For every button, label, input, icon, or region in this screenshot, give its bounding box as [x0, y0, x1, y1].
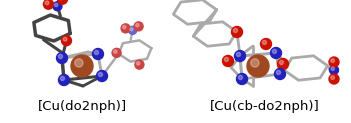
Circle shape	[122, 25, 126, 29]
Circle shape	[121, 24, 130, 33]
Circle shape	[57, 53, 67, 63]
Circle shape	[63, 37, 67, 41]
Circle shape	[61, 36, 72, 46]
Circle shape	[233, 28, 238, 33]
Circle shape	[59, 75, 69, 85]
Circle shape	[262, 40, 266, 45]
Text: [Cu(cb-do2nph)]: [Cu(cb-do2nph)]	[210, 100, 320, 113]
Circle shape	[58, 0, 67, 4]
Circle shape	[329, 74, 339, 84]
Circle shape	[278, 59, 289, 69]
Circle shape	[45, 1, 49, 5]
Circle shape	[135, 60, 144, 69]
Circle shape	[272, 49, 277, 54]
Circle shape	[137, 62, 140, 65]
Circle shape	[53, 2, 62, 11]
Circle shape	[60, 76, 65, 81]
Circle shape	[331, 67, 335, 70]
Circle shape	[260, 38, 272, 49]
Circle shape	[331, 76, 335, 79]
Circle shape	[114, 50, 117, 53]
Circle shape	[234, 51, 245, 62]
Circle shape	[237, 74, 247, 85]
Circle shape	[274, 69, 285, 79]
Circle shape	[238, 75, 243, 80]
Circle shape	[112, 48, 121, 57]
Circle shape	[94, 50, 99, 54]
Circle shape	[224, 57, 229, 62]
Circle shape	[329, 57, 339, 67]
Circle shape	[71, 55, 93, 77]
Circle shape	[98, 72, 102, 77]
Circle shape	[330, 66, 338, 75]
Circle shape	[331, 59, 335, 62]
Circle shape	[236, 52, 240, 57]
Circle shape	[279, 60, 284, 65]
Circle shape	[271, 47, 282, 59]
Circle shape	[54, 3, 58, 7]
Circle shape	[232, 26, 243, 38]
Circle shape	[130, 28, 133, 31]
Circle shape	[276, 70, 280, 75]
Circle shape	[44, 0, 53, 9]
Circle shape	[223, 55, 233, 67]
Circle shape	[93, 48, 104, 60]
Circle shape	[251, 59, 259, 67]
Circle shape	[58, 54, 62, 59]
Text: [Cu(do2nph)]: [Cu(do2nph)]	[38, 100, 127, 113]
Circle shape	[75, 59, 83, 67]
Circle shape	[128, 26, 137, 34]
Circle shape	[97, 70, 107, 82]
Circle shape	[247, 55, 269, 77]
Circle shape	[135, 23, 139, 27]
Circle shape	[134, 22, 143, 31]
